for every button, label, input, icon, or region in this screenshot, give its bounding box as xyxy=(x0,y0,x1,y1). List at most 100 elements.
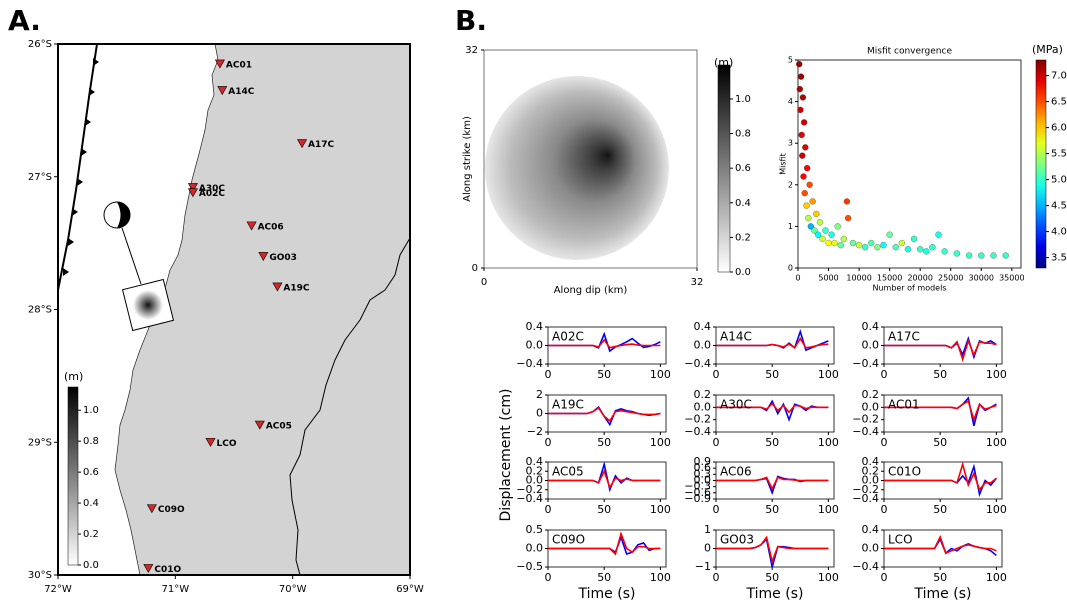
point xyxy=(953,250,960,257)
x-tick-label: 100 xyxy=(986,571,1007,584)
y-tick-label: 0.0 xyxy=(862,542,880,555)
y-tick-label: −0.4 xyxy=(516,357,543,370)
y-tick-label: 0.0 xyxy=(526,474,544,487)
x-tick-label: 0 xyxy=(545,571,552,584)
x-tick-label: 50 xyxy=(597,436,611,449)
station xyxy=(214,59,225,69)
point xyxy=(904,246,912,253)
x-tick-label: 0 xyxy=(481,277,487,288)
point xyxy=(806,181,813,188)
colorbar-tick-label: 0.0 xyxy=(735,267,751,278)
y-axis-label: Along strike (km) xyxy=(462,116,473,202)
y-tick-label: 30°S xyxy=(28,570,52,581)
point xyxy=(800,119,808,126)
colorbar-tick-label: 5.0 xyxy=(1051,175,1067,186)
x-tick-label: 50 xyxy=(933,503,947,516)
x-tick-label: 100 xyxy=(818,571,839,584)
point xyxy=(831,239,838,247)
inset xyxy=(121,278,175,332)
y-tick-label: 0.6 xyxy=(694,461,712,474)
y-tick-label: −0.2 xyxy=(852,413,879,426)
x-tick-label: 50 xyxy=(597,368,611,381)
plot-area xyxy=(883,394,1003,433)
y-tick-label: 32 xyxy=(465,45,478,56)
y-tick-label: 0.3 xyxy=(694,467,712,480)
y-tick-label: 0.0 xyxy=(694,339,712,352)
y-tick-label: −0.4 xyxy=(516,492,543,505)
station xyxy=(187,183,198,192)
point xyxy=(837,241,844,249)
x-tick-label: 100 xyxy=(650,368,671,381)
colorbar-tick-label: 3.5 xyxy=(1051,253,1067,264)
y-tick-label: 0.2 xyxy=(862,464,880,477)
waveform xyxy=(716,337,829,349)
station-label: AC01 xyxy=(226,60,252,70)
point xyxy=(886,231,893,238)
y-tick-label: 0.2 xyxy=(526,464,544,477)
x-tick-label: 100 xyxy=(986,368,1007,381)
y-tick-label: 0.0 xyxy=(694,400,712,413)
y-tick-label: 0.4 xyxy=(862,455,880,468)
y-tick-label: 0 xyxy=(704,542,711,555)
y-tick-label: 0.4 xyxy=(862,523,880,536)
x-tick-label: 100 xyxy=(650,571,671,584)
point xyxy=(849,239,857,247)
y-tick-label: −0.4 xyxy=(852,425,879,438)
station-label: A02C xyxy=(199,189,225,199)
x-tick-label: 35000 xyxy=(999,274,1024,283)
x-tick-label: 100 xyxy=(986,503,1007,516)
y-tick-label: −0.4 xyxy=(852,357,879,370)
point xyxy=(802,144,809,151)
x-axis-label: Number of models xyxy=(872,284,946,293)
y-tick-label: 0.4 xyxy=(862,320,880,333)
colorbar-tick-label: 5.5 xyxy=(1051,149,1067,160)
x-tick-label: 50 xyxy=(765,571,779,584)
point xyxy=(813,210,820,218)
station-label: A30C xyxy=(199,184,225,194)
colorbar-label: (m) xyxy=(714,56,733,69)
waveform xyxy=(548,531,661,556)
point xyxy=(868,239,875,247)
point xyxy=(978,252,985,259)
panel-title: A30C xyxy=(720,398,752,412)
station-label: C01O xyxy=(154,565,181,575)
waveform xyxy=(884,399,997,423)
colorbar-tick-label: 1.0 xyxy=(83,405,99,416)
waveform xyxy=(548,338,661,349)
x-tick-label: 50 xyxy=(597,503,611,516)
panel-label: B. xyxy=(455,4,487,37)
y-tick-label: −0.2 xyxy=(852,483,879,496)
x-tick-label: 15000 xyxy=(877,274,902,283)
waveform xyxy=(884,461,997,492)
colorbar xyxy=(1035,59,1047,269)
waveform xyxy=(884,534,997,555)
y-tick-label: −0.2 xyxy=(516,483,543,496)
y-tick-label: 0.0 xyxy=(862,400,880,413)
point xyxy=(1002,252,1009,259)
y-tick-label: −0.9 xyxy=(684,492,711,505)
y-tick-label: 0.2 xyxy=(862,388,880,401)
x-tick-label: 100 xyxy=(650,503,671,516)
x-tick-label: 0 xyxy=(713,571,720,584)
y-tick-label: 0.4 xyxy=(694,320,712,333)
station xyxy=(187,188,198,198)
x-tick-label: 5000 xyxy=(818,274,838,283)
point xyxy=(797,106,804,114)
point xyxy=(892,244,899,251)
x-axis-label: Time (s) xyxy=(914,586,972,602)
y-tick-label: −0.3 xyxy=(684,480,711,493)
panel-title: A17C xyxy=(888,330,920,344)
x-tick-label: 100 xyxy=(818,436,839,449)
y-tick-label: 26°S xyxy=(28,39,52,50)
x-tick-label: 50 xyxy=(765,368,779,381)
point xyxy=(923,248,930,255)
colorbar-tick-label: 4.5 xyxy=(1051,201,1067,212)
x-tick-label: 100 xyxy=(818,368,839,381)
y-tick-label: −2 xyxy=(527,425,543,438)
point xyxy=(929,244,936,251)
colorbar-label: (m) xyxy=(64,370,83,383)
x-tick-label: 50 xyxy=(765,503,779,516)
y-tick-label: −0.2 xyxy=(684,413,711,426)
station xyxy=(246,221,257,231)
x-tick-label: 0 xyxy=(881,503,888,516)
